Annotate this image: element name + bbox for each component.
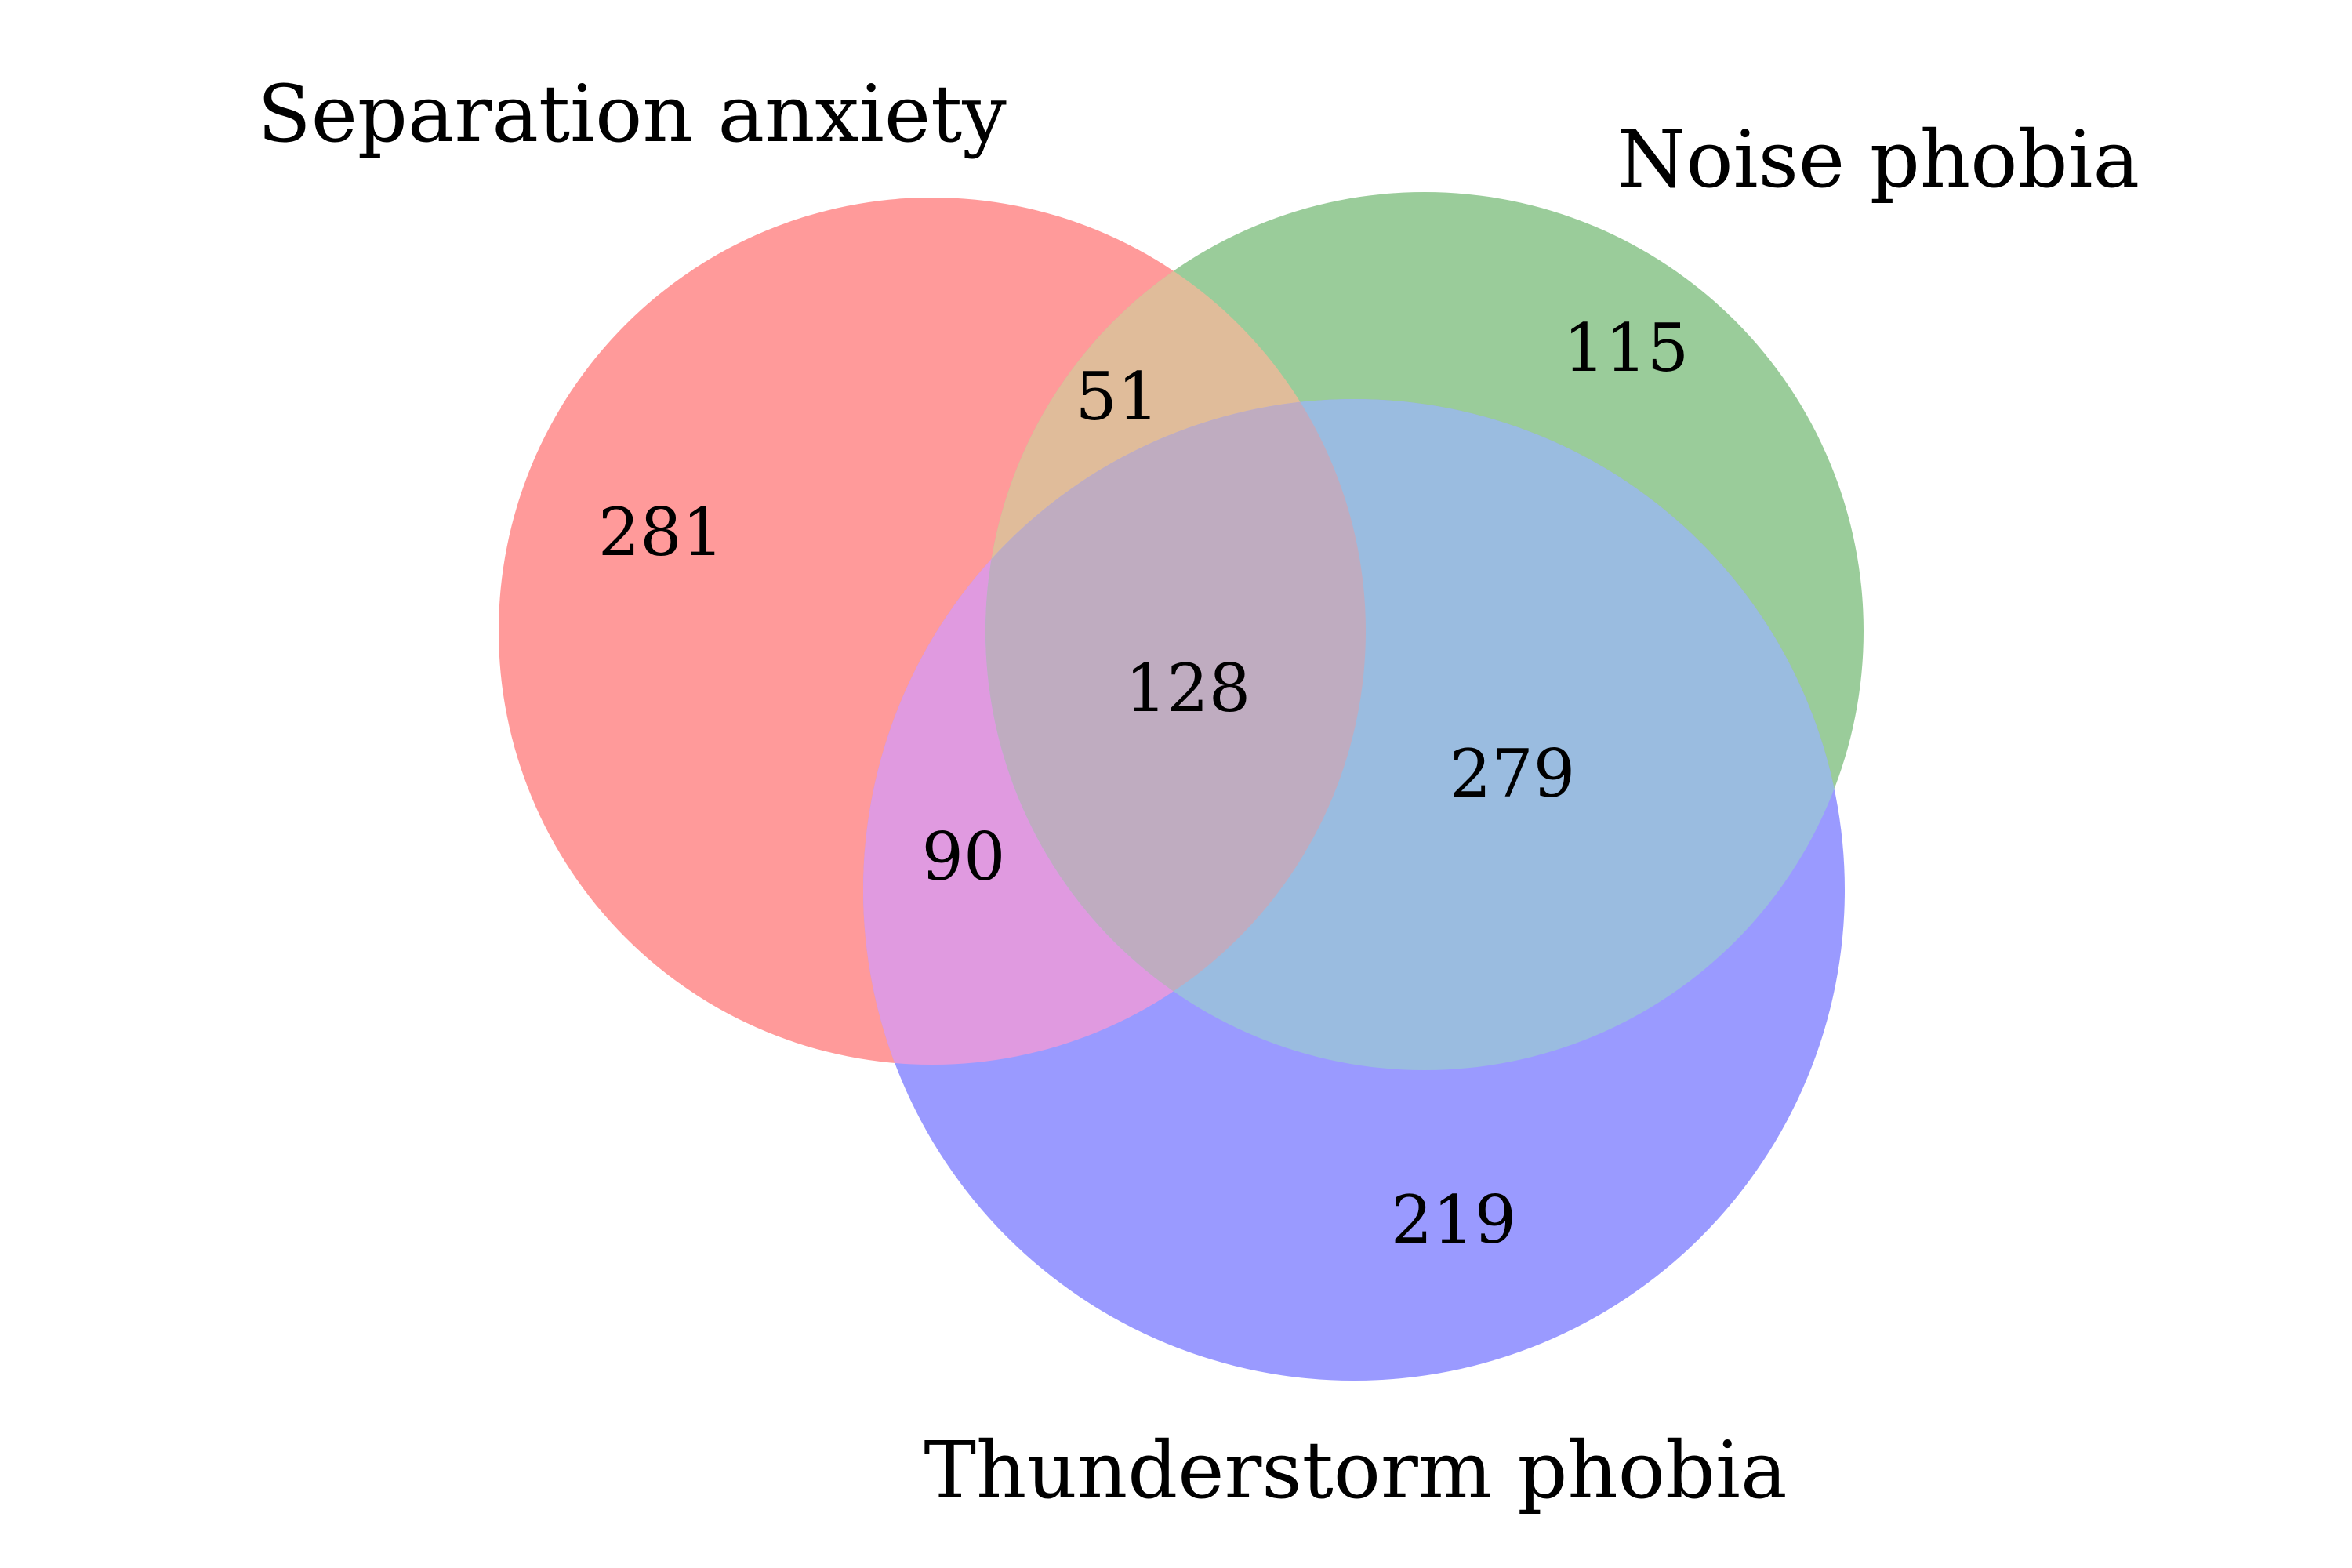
count-noise-only: 115: [1563, 310, 1689, 387]
count-all-three: 128: [1125, 650, 1250, 727]
count-thunderstorm-only: 219: [1391, 1181, 1516, 1258]
set-label-thunderstorm-phobia: Thunderstorm phobia: [924, 1425, 1787, 1516]
count-noise-thunderstorm: 279: [1450, 735, 1575, 812]
count-separation-only: 281: [598, 494, 724, 571]
set-label-noise-phobia: Noise phobia: [1617, 114, 2140, 205]
count-separation-noise: 51: [1076, 358, 1160, 435]
count-separation-thunderstorm: 90: [922, 818, 1006, 895]
set-label-separation-anxiety: Separation anxiety: [257, 68, 1007, 160]
